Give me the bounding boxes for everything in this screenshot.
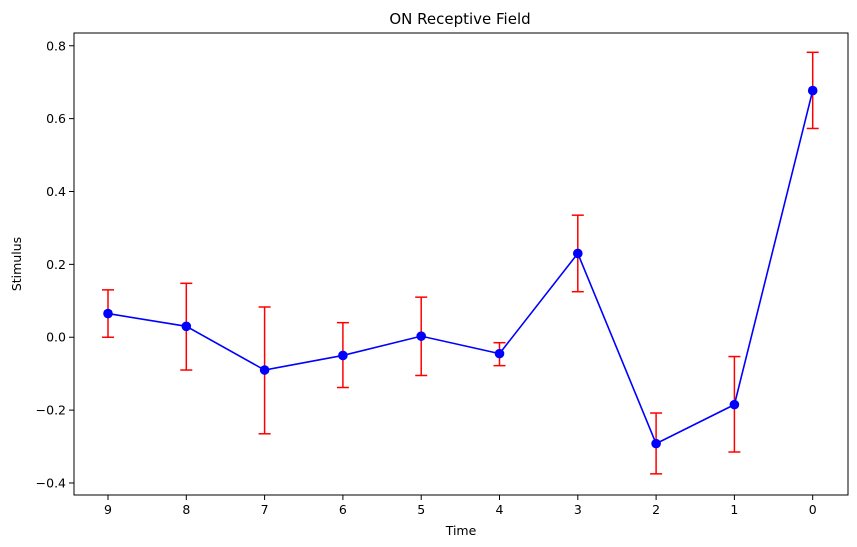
chart-title: ON Receptive Field — [389, 10, 530, 28]
x-axis-label: Time — [445, 523, 477, 538]
y-tick-label: −0.4 — [36, 475, 66, 490]
data-point — [729, 399, 740, 410]
x-tick-label: 0 — [809, 502, 817, 517]
x-tick-label: 1 — [730, 502, 738, 517]
x-axis-ticks: 9 8 7 6 5 4 3 2 1 0 — [104, 495, 817, 517]
x-tick-label: 6 — [339, 502, 347, 517]
x-tick-label: 8 — [182, 502, 190, 517]
x-tick-label: 2 — [652, 502, 660, 517]
series-line — [107, 90, 814, 445]
x-tick-label: 7 — [261, 502, 269, 517]
data-point — [651, 438, 661, 449]
data-point — [338, 350, 348, 361]
y-axis-ticks: 0.8 0.6 0.4 0.2 0.0 −0.2 −0.4 — [36, 38, 74, 490]
y-tick-label: 0.6 — [46, 111, 66, 126]
y-tick-label: 0.0 — [46, 330, 66, 345]
y-tick-label: 0.4 — [46, 184, 66, 199]
data-series — [103, 85, 818, 449]
x-tick-label: 5 — [417, 502, 425, 517]
y-axis-label: Stimulus — [9, 237, 24, 291]
y-tick-label: 0.2 — [46, 257, 66, 272]
data-point — [494, 348, 505, 359]
data-point — [807, 85, 818, 96]
y-tick-label: 0.8 — [46, 38, 66, 53]
x-tick-label: 9 — [104, 502, 112, 517]
data-point — [103, 308, 113, 319]
data-point — [573, 248, 583, 259]
data-point — [416, 331, 427, 341]
x-tick-label: 4 — [496, 502, 504, 517]
x-tick-label: 3 — [574, 502, 582, 517]
plot-area-frame — [73, 32, 849, 496]
data-point — [259, 365, 270, 375]
y-tick-label: −0.2 — [36, 403, 66, 418]
data-point — [181, 321, 192, 332]
